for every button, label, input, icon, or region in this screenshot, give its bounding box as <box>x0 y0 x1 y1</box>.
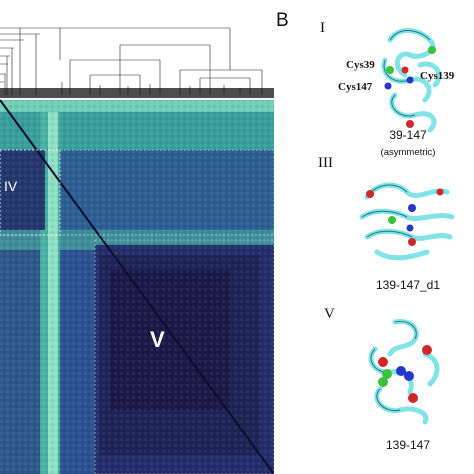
structure-v-ribbon <box>368 318 440 425</box>
structure-iii-roman: III <box>318 155 333 171</box>
structure-i-subcaption: (asymmetric) <box>380 147 436 158</box>
structure-iii-ribbon <box>359 182 455 261</box>
structure-v-roman: V <box>324 306 335 322</box>
region-label-v: V <box>150 327 165 352</box>
structure-iii-caption: 139-147_d1 <box>375 278 441 292</box>
structure-i-caption: 39-147 <box>389 128 427 142</box>
dendrogram <box>0 27 263 95</box>
structure-i-roman: I <box>320 20 325 36</box>
structure-v-caption: 139-147 <box>385 438 431 452</box>
cys139-label: Cys139 <box>420 70 455 82</box>
cys39-label: Cys39 <box>346 59 375 71</box>
dendrogram-leaves <box>0 88 274 98</box>
cys147-label: Cys147 <box>338 81 373 93</box>
region-label-iv: IV <box>4 178 18 194</box>
heatmap-matrix <box>0 99 274 474</box>
panel-letter-b: B <box>276 10 289 31</box>
clustering-heatmap <box>0 27 274 474</box>
structure-i-ribbon <box>381 28 442 133</box>
